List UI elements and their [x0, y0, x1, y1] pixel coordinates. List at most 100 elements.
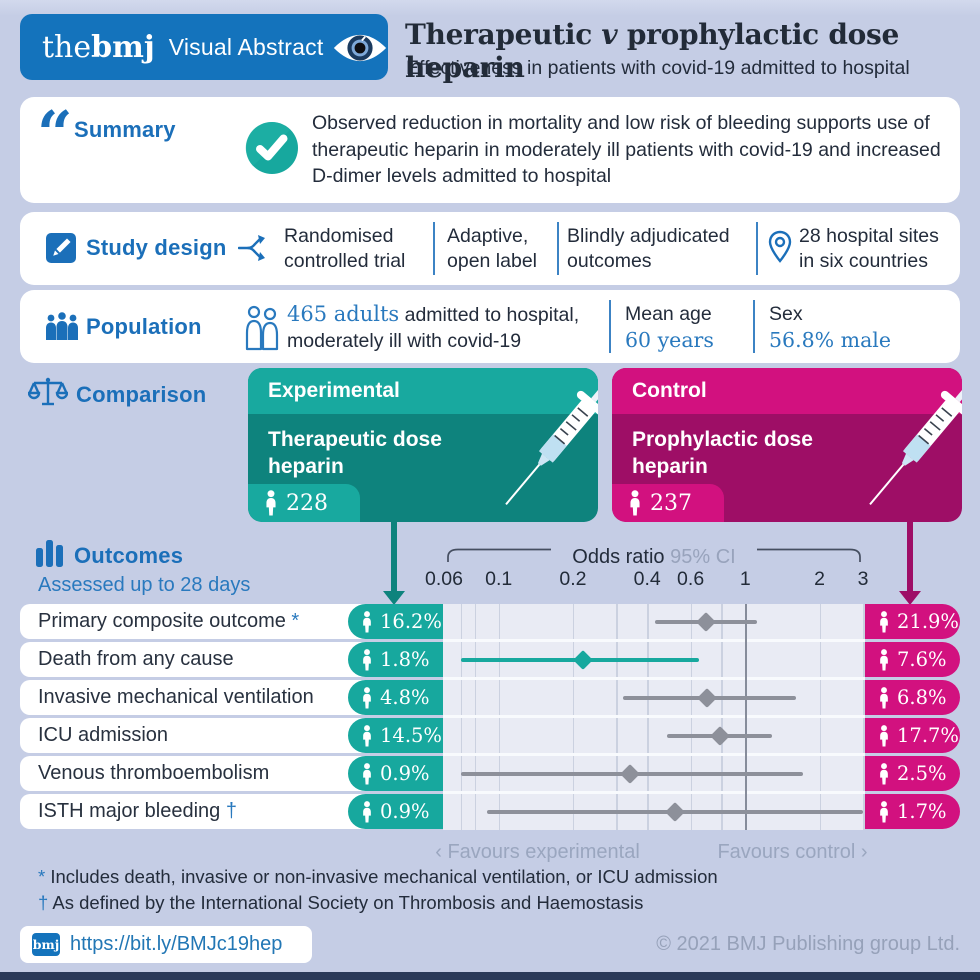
population-card: Population 465 adults admitted to hospit… — [20, 290, 960, 363]
population-stat-sex: Sex 56.8% male — [769, 303, 891, 352]
two-adults-icon — [245, 305, 279, 351]
person-icon — [630, 490, 640, 516]
bracket-right — [757, 548, 861, 562]
divider — [557, 222, 559, 275]
row-separator — [443, 715, 865, 718]
experimental-arrowhead — [383, 591, 405, 605]
row-separator — [443, 753, 865, 756]
control-tag: Control — [632, 379, 707, 402]
control-value-pill: 17.7% — [865, 718, 960, 753]
outcomes-heading: Outcomes — [74, 543, 184, 568]
favours-experimental-label: ‹ Favours experimental — [435, 841, 640, 863]
outcome-row: Primary composite outcome * 16.2% 21.9% — [20, 604, 960, 639]
visual-abstract-label: Visual Abstract — [168, 33, 324, 60]
scales-icon — [28, 377, 68, 406]
experimental-header — [248, 368, 598, 414]
outcome-row: Venous thromboembolism 0.9% 2.5% — [20, 756, 960, 791]
axis-tick: 0.06 — [425, 568, 463, 590]
outcome-label: ISTH major bleeding † — [38, 800, 237, 822]
outcomes-subheading: Assessed up to 28 days — [38, 574, 251, 596]
person-icon — [880, 724, 888, 747]
experimental-value-pill: 0.9% — [348, 794, 443, 829]
footer-link-pill: bmj https://bit.ly/BMJc19hep — [20, 926, 312, 963]
experimental-value-pill: 16.2% — [348, 604, 443, 639]
axis-tick: 0.6 — [677, 568, 705, 590]
study-design-heading: Study design — [86, 235, 227, 260]
control-arrowhead — [899, 591, 921, 605]
outcome-row: Invasive mechanical ventilation 4.8% 6.8… — [20, 680, 960, 715]
person-icon — [363, 762, 371, 785]
bmj-logo-box: thebmj Visual Abstract — [20, 14, 388, 80]
person-icon — [880, 648, 888, 671]
population-heading: Population — [86, 314, 202, 339]
pencil-icon — [46, 233, 76, 263]
person-icon — [363, 686, 371, 709]
forest-plot-area — [443, 604, 865, 830]
outcome-label: Venous thromboembolism — [38, 762, 270, 784]
study-design-card: Study design Randomised controlled trial … — [20, 212, 960, 285]
person-icon — [880, 686, 888, 709]
control-n: 237 — [650, 490, 692, 516]
experimental-name: Therapeutic dose heparin — [268, 428, 442, 478]
design-item-adaptive: Adaptive, open label — [447, 225, 537, 272]
summary-card: “ Summary Observed reduction in mortalit… — [20, 97, 960, 203]
person-icon — [363, 610, 371, 633]
axis-tick: 3 — [857, 568, 869, 590]
syringe-icon — [869, 373, 962, 505]
control-n-tab: 237 — [612, 484, 724, 522]
odds-ratio-diamond — [573, 649, 594, 670]
experimental-value-pill: 14.5% — [348, 718, 443, 753]
experimental-value-pill: 0.9% — [348, 756, 443, 791]
divider — [609, 300, 611, 353]
quote-icon: “ — [37, 97, 73, 170]
outcome-row: ICU admission 14.5% 17.7% — [20, 718, 960, 753]
outcome-rows: Primary composite outcome * 16.2% 21.9% … — [20, 604, 960, 830]
population-description: 465 adults admitted to hospital, moderat… — [287, 302, 580, 352]
experimental-arrow — [391, 521, 397, 592]
control-arrow — [907, 521, 913, 592]
axis-tick: 1 — [739, 568, 751, 590]
odds-ratio-diamond — [710, 725, 730, 746]
row-separator — [443, 791, 865, 794]
person-icon — [880, 762, 888, 785]
comparison-heading: Comparison — [76, 382, 207, 407]
design-item-sites: 28 hospital sites in six countries — [799, 225, 939, 272]
person-icon — [880, 610, 888, 633]
summary-heading: Summary — [74, 117, 176, 142]
control-value-pill: 2.5% — [865, 756, 960, 791]
favours-control-label: Favours control › — [717, 841, 868, 863]
summary-text: Observed reduction in mortality and low … — [312, 112, 941, 187]
population-count: 465 adults — [287, 302, 400, 326]
control-card: Control Prophylactic dose heparin 237 — [612, 368, 962, 522]
logo-bmj: bmj — [91, 29, 155, 65]
experimental-tag: Experimental — [268, 379, 400, 402]
copyright-text: © 2021 BMJ Publishing group Ltd. — [656, 933, 960, 955]
odds-ratio-diamond — [619, 763, 640, 784]
control-name: Prophylactic dose heparin — [632, 428, 813, 478]
outcome-label: ICU admission — [38, 724, 169, 746]
footnote-dagger: † As defined by the International Societ… — [38, 892, 644, 913]
person-icon — [363, 648, 371, 671]
bmj-badge-icon: bmj — [32, 933, 60, 956]
page-subtitle: Effectiveness in patients with covid-19 … — [406, 57, 910, 79]
outcome-label: Death from any cause — [38, 648, 234, 670]
row-separator — [443, 677, 865, 680]
branch-icon — [238, 235, 265, 261]
experimental-n-tab: 228 — [248, 484, 360, 522]
design-item-blinded: Blindly adjudicated outcomes — [567, 225, 730, 272]
control-value-pill: 7.6% — [865, 642, 960, 677]
location-pin-icon — [768, 230, 792, 263]
axis-tick: 0.4 — [633, 568, 661, 590]
person-icon — [266, 490, 276, 516]
control-value-pill: 21.9% — [865, 604, 960, 639]
divider — [433, 222, 435, 275]
experimental-value-pill: 1.8% — [348, 642, 443, 677]
odds-ratio-diamond — [697, 687, 718, 708]
person-icon — [363, 724, 371, 747]
axis-tick: 2 — [814, 568, 825, 590]
person-icon — [880, 800, 888, 823]
shortlink[interactable]: https://bit.ly/BMJc19hep — [70, 933, 283, 955]
outcome-row: Death from any cause 1.8% 7.6% — [20, 642, 960, 677]
check-circle-icon — [245, 121, 298, 174]
